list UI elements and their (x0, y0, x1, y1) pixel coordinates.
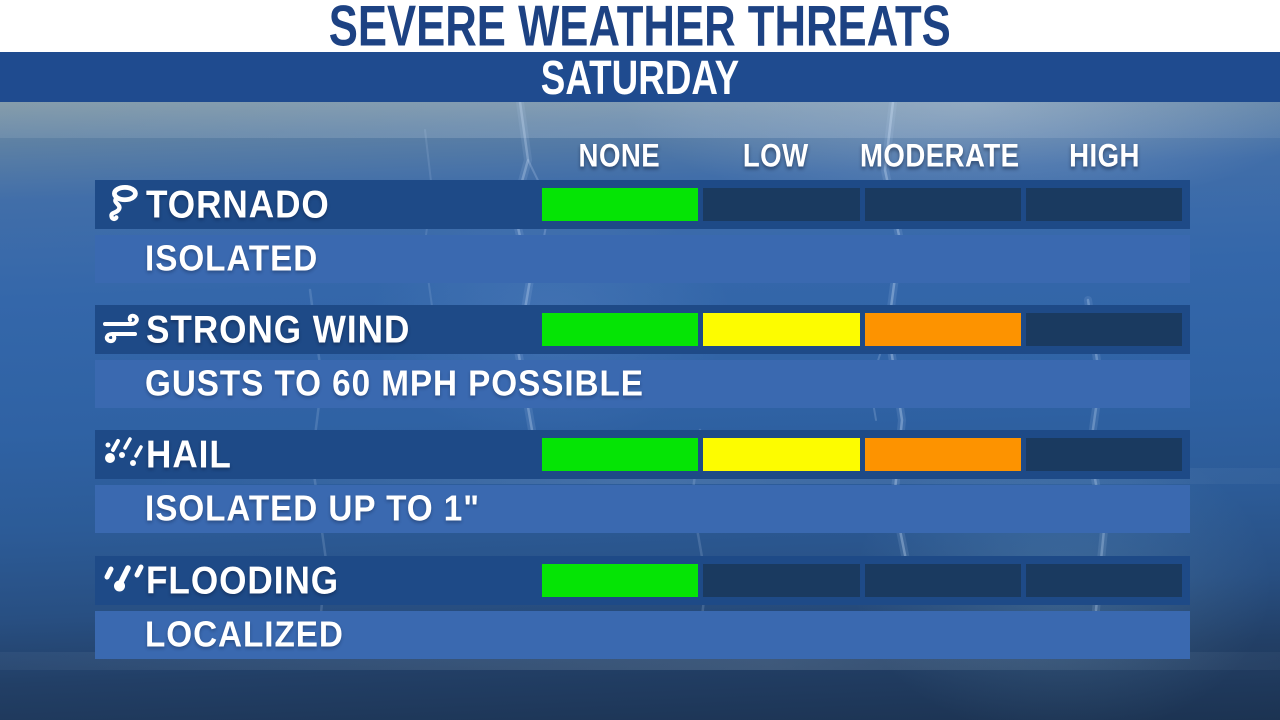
scale-cell-none: NONE (542, 138, 698, 175)
threat-level-segment (864, 188, 1021, 221)
threat-detail: GUSTS TO 60 MPH POSSIBLE (145, 363, 644, 404)
tornado-icon (100, 183, 146, 227)
threat-name: TORNADO (146, 182, 330, 226)
threat-scale-header: NONE LOW MODERATE HIGH (542, 138, 1182, 175)
scale-cell-high: HIGH (1026, 138, 1182, 175)
day-label: SATURDAY (540, 49, 740, 105)
threat-detail-band: LOCALIZED (95, 611, 1190, 659)
threat-level-bar (542, 313, 1182, 346)
threat-level-segment (542, 564, 699, 597)
threat-level-segment (542, 313, 699, 346)
threat-name: FLOODING (146, 558, 340, 602)
threat-detail: ISOLATED (145, 238, 319, 279)
scale-cell-moderate: MODERATE (853, 138, 1026, 175)
threat-level-segment (1025, 564, 1182, 597)
flooding-icon (100, 559, 146, 603)
threat-level-bar (542, 438, 1182, 471)
hail-icon (100, 433, 146, 477)
page-title: SEVERE WEATHER THREATS (328, 0, 952, 58)
threat-row-flooding: FLOODING LOCALIZED (95, 556, 1190, 659)
threat-label-band: TORNADO (95, 180, 1190, 229)
threat-label-band: FLOODING (95, 556, 1190, 605)
threat-level-segment (864, 564, 1021, 597)
scale-label-none: NONE (578, 138, 661, 175)
threat-label-band: STRONG WIND (95, 305, 1190, 354)
threat-detail-band: GUSTS TO 60 MPH POSSIBLE (95, 360, 1190, 408)
threat-name: HAIL (146, 432, 232, 476)
threat-detail: ISOLATED UP TO 1" (145, 488, 480, 529)
threat-level-segment (1025, 188, 1182, 221)
day-banner: SATURDAY (0, 49, 1280, 105)
threat-label-band: HAIL (95, 430, 1190, 479)
threat-name: STRONG WIND (146, 307, 411, 351)
threat-detail: LOCALIZED (145, 614, 344, 655)
threat-detail-band: ISOLATED (95, 235, 1190, 283)
threat-level-segment (1025, 313, 1182, 346)
threat-level-segment (542, 188, 699, 221)
threat-row-strong-wind: STRONG WIND GUSTS TO 60 MPH POSSIBLE (95, 305, 1190, 408)
threat-row-hail: HAIL ISOLATED UP TO 1" (95, 430, 1190, 533)
threat-level-segment (864, 313, 1021, 346)
threat-row-tornado: TORNADO ISOLATED (95, 180, 1190, 283)
threat-level-segment (864, 438, 1021, 471)
scale-label-moderate: MODERATE (859, 138, 1020, 175)
threat-level-segment (703, 438, 860, 471)
threat-level-bar (542, 188, 1182, 221)
threat-level-segment (703, 564, 860, 597)
threat-level-bar (542, 564, 1182, 597)
threat-level-segment (1025, 438, 1182, 471)
threat-level-segment (703, 313, 860, 346)
threat-detail-band: ISOLATED UP TO 1" (95, 485, 1190, 533)
threat-level-segment (542, 438, 699, 471)
scale-label-high: HIGH (1068, 138, 1140, 175)
scale-label-low: LOW (742, 138, 809, 175)
title-banner: SEVERE WEATHER THREATS (0, 0, 1280, 58)
wind-icon (100, 308, 146, 352)
threat-level-segment (703, 188, 860, 221)
scale-cell-low: LOW (698, 138, 854, 175)
